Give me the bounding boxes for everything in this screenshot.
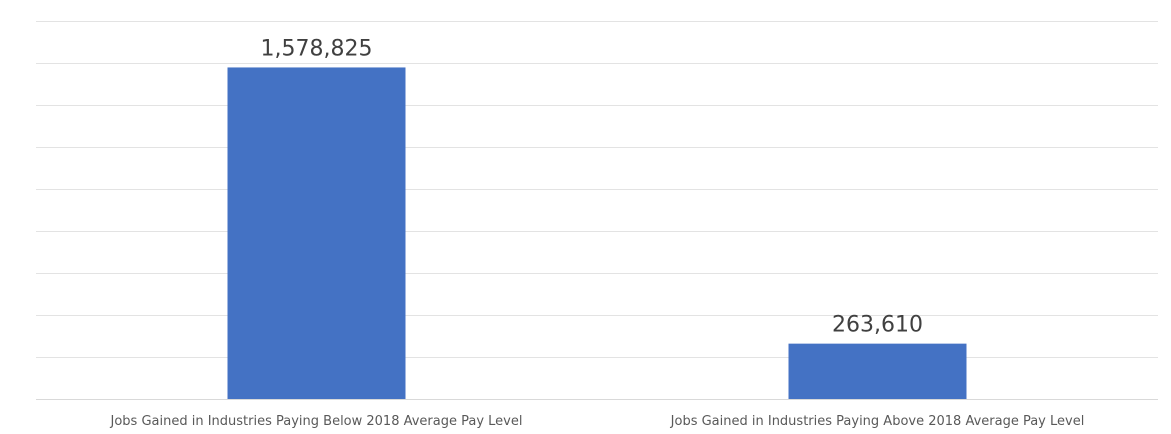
bar [227,67,406,399]
data-label: 263,610 [832,313,923,338]
data-label: 1,578,825 [261,36,373,61]
bar [788,343,967,399]
x-category-label: Jobs Gained in Industries Paying Below 2… [110,414,523,429]
gridlines [36,21,1158,400]
x-category-label: Jobs Gained in Industries Paying Above 2… [670,414,1085,429]
data-labels: 1,578,825 263,610 [261,36,923,337]
category-labels: Jobs Gained in Industries Paying Below 2… [110,414,1085,429]
bars [227,67,967,399]
